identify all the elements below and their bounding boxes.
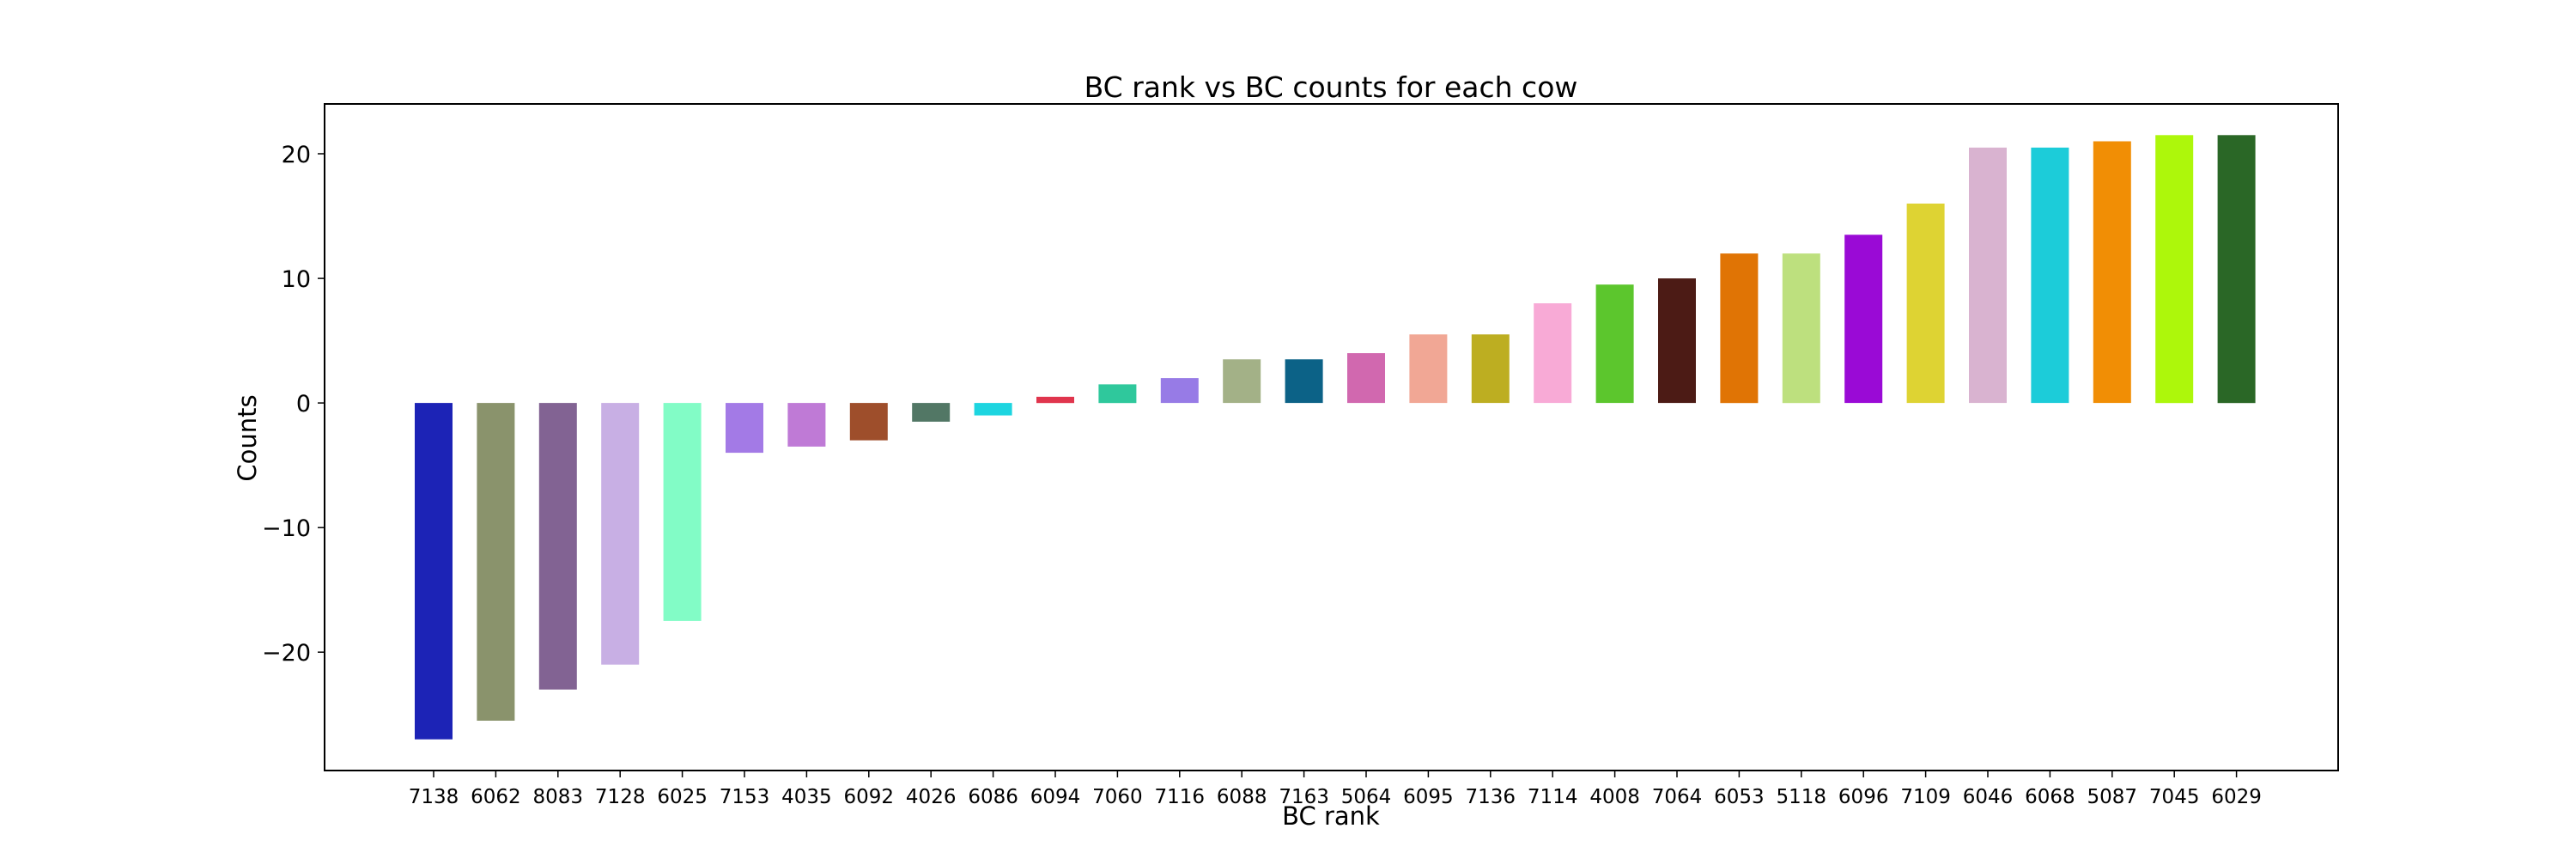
x-tick-label: 6062 [471,786,521,808]
x-axis-label: BC rank [1282,801,1380,831]
bar-7064 [1658,278,1696,404]
x-tick-label: 7045 [2149,786,2200,808]
x-tick-label: 5118 [1777,786,1827,808]
x-tick-label: 7109 [1900,786,1951,808]
y-tick-label: 20 [282,142,311,168]
bar-7128 [601,403,640,665]
bar-6095 [1409,334,1448,404]
x-tick-label: 7064 [1652,786,1703,808]
x-tick-label: 6088 [1217,786,1267,808]
bar-6092 [849,403,888,441]
bar-5118 [1782,253,1820,404]
bar-7153 [726,403,763,454]
x-tick-label: 6046 [1963,786,2014,808]
y-tick-label: 10 [282,266,311,293]
x-tick-label: 6095 [1403,786,1454,808]
x-tick-label: 5064 [1341,786,1392,808]
y-tick-label: 0 [296,391,311,417]
x-tick-label: 6094 [1030,786,1081,808]
bar-6046 [1969,147,2007,404]
x-tick-label: 7128 [595,786,646,808]
y-axis-label: Counts [233,394,262,481]
bar-6086 [974,403,1012,416]
x-tick-label: 6096 [1838,786,1889,808]
bar-7060 [1098,384,1137,404]
y-tick-label: −20 [262,640,311,667]
bar-7114 [1534,303,1572,404]
x-tick-label: 7116 [1155,786,1206,808]
bar-7116 [1160,378,1199,404]
bar-8083 [538,403,577,690]
bar-7045 [2155,135,2194,404]
chart-title: BC rank vs BC counts for each cow [1084,70,1578,104]
bar-6096 [1844,235,1883,404]
bar-6094 [1036,396,1074,404]
x-tick-label: 7136 [1466,786,1516,808]
x-tick-label: 4026 [906,786,957,808]
x-tick-label: 5087 [2087,786,2138,808]
y-tick-label: −10 [262,515,311,542]
x-tick-label: 7138 [409,786,459,808]
bar-6053 [1720,253,1759,404]
bar-7163 [1285,359,1323,404]
x-tick-label: 4035 [781,786,832,808]
x-tick-label: 6053 [1714,786,1765,808]
x-tick-label: 7153 [720,786,770,808]
bars-group [415,135,2256,740]
x-tick-label: 7060 [1092,786,1143,808]
bar-5087 [2093,141,2131,404]
bar-7138 [415,403,453,740]
bar-6068 [2031,147,2069,404]
x-tick-label: 8083 [533,786,584,808]
x-tick-label: 6068 [2025,786,2075,808]
bar-4035 [787,403,826,447]
bar-7136 [1471,334,1510,404]
x-tick-label: 6029 [2211,786,2262,808]
bar-6029 [2217,135,2256,404]
bar-4008 [1595,284,1634,404]
x-tick-label: 7163 [1279,786,1329,808]
x-tick-label: 4008 [1589,786,1640,808]
x-tick-label: 6025 [657,786,708,808]
bar-5064 [1347,353,1385,404]
plot-frame [324,103,2339,771]
bar-6088 [1223,359,1261,404]
x-tick-label: 6086 [968,786,1018,808]
x-tick-label: 6092 [844,786,895,808]
x-axis: 7138 6062 8083 7128 6025 7153 4035 6092 4026 6086… [409,771,2262,808]
bar-7109 [1906,204,1945,404]
bar-4026 [912,403,951,422]
x-tick-label: 7114 [1528,786,1578,808]
y-axis: −20 −10 0 10 20 [262,142,325,667]
bar-6062 [477,403,515,721]
bar-6025 [663,403,702,621]
